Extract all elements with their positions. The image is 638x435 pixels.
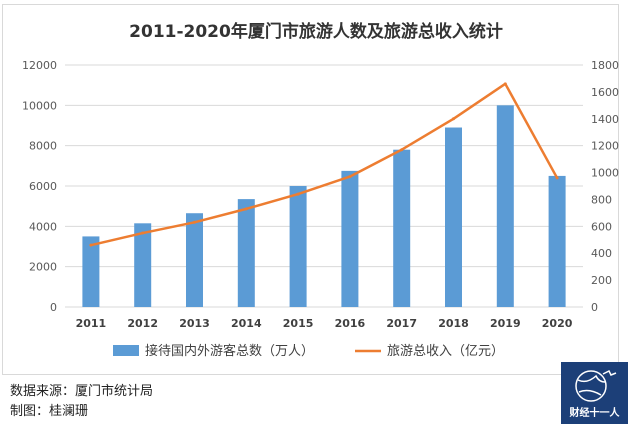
x-tick-label: 2013 — [179, 317, 210, 330]
chart-title: 2011-2020年厦门市旅游人数及旅游总收入统计 — [129, 21, 503, 42]
legend-line-label: 旅游总收入（亿元） — [387, 344, 504, 359]
x-tick-label: 2018 — [438, 317, 469, 330]
y-right-tick-label: 200 — [591, 274, 612, 287]
legend-bar-label: 接待国内外游客总数（万人） — [145, 343, 314, 359]
y-right-tick-label: 400 — [591, 247, 612, 260]
bar-2018 — [445, 127, 462, 308]
y-right-tick-label: 600 — [591, 220, 612, 233]
x-tick-label: 2014 — [231, 317, 262, 330]
x-tick-label: 2015 — [283, 317, 314, 330]
y-left-tick-label: 8000 — [29, 140, 57, 153]
revenue-line — [90, 82, 559, 247]
revenue-point-2020 — [555, 176, 559, 180]
y-left-tick-label: 12000 — [22, 59, 57, 72]
bar-2012 — [134, 223, 152, 307]
chart-author-note: 制图：桂澜珊 — [10, 404, 89, 419]
bar-2014 — [237, 199, 255, 307]
y-left-tick-label: 10000 — [22, 99, 57, 112]
revenue-point-2014 — [244, 207, 248, 211]
x-tick-label: 2011 — [76, 317, 107, 330]
bar-2016 — [341, 170, 359, 307]
y-right-tick-label: 0 — [591, 301, 598, 314]
revenue-point-2016 — [348, 175, 352, 179]
revenue-point-2015 — [296, 192, 300, 196]
legend-bar-swatch — [113, 345, 139, 356]
y-right-tick-label: 1200 — [591, 140, 619, 153]
logo-text: 财经十一人 — [569, 408, 620, 419]
y-right-tick-label: 800 — [591, 193, 612, 206]
bar-2015 — [289, 186, 307, 307]
revenue-point-2018 — [452, 117, 455, 121]
y-right-tick-label: 1600 — [591, 86, 619, 99]
y-left-tick-label: 0 — [50, 301, 57, 314]
x-tick-label: 2017 — [386, 317, 417, 330]
y-right-tick-label: 1400 — [591, 113, 619, 126]
y-left-tick-label: 4000 — [29, 220, 57, 233]
bar-2013 — [186, 213, 203, 307]
revenue-point-2011 — [89, 243, 93, 247]
globe-icon — [575, 369, 617, 402]
revenue-point-2013 — [193, 220, 196, 224]
y-left-tick-label: 2000 — [29, 261, 57, 274]
bar-2011 — [82, 236, 100, 307]
x-tick-label: 2020 — [542, 317, 573, 330]
data-source-note: 数据来源：厦门市统计局 — [10, 384, 154, 399]
x-tick-label: 2012 — [127, 317, 158, 330]
y-right-tick-label: 1800 — [591, 59, 619, 72]
y-right-tick-label: 1000 — [591, 167, 619, 180]
chart: 2011-2020年厦门市旅游人数及旅游总收入统计020004000600080… — [22, 21, 619, 359]
publisher-logo: 财经十一人 — [561, 362, 628, 424]
x-tick-label: 2016 — [335, 317, 366, 330]
y-left-tick-label: 6000 — [29, 180, 57, 193]
chart-frame: 2011-2020年厦门市旅游人数及旅游总收入统计 0 2000 4000 6000 80… — [2, 4, 619, 375]
revenue-point-2012 — [141, 231, 145, 235]
bar-2019 — [496, 105, 514, 307]
x-tick-label: 2019 — [490, 317, 521, 330]
revenue-point-2019 — [503, 82, 507, 86]
revenue-point-2017 — [400, 148, 404, 152]
bar-2020 — [548, 175, 566, 307]
bar-2017 — [393, 149, 411, 307]
